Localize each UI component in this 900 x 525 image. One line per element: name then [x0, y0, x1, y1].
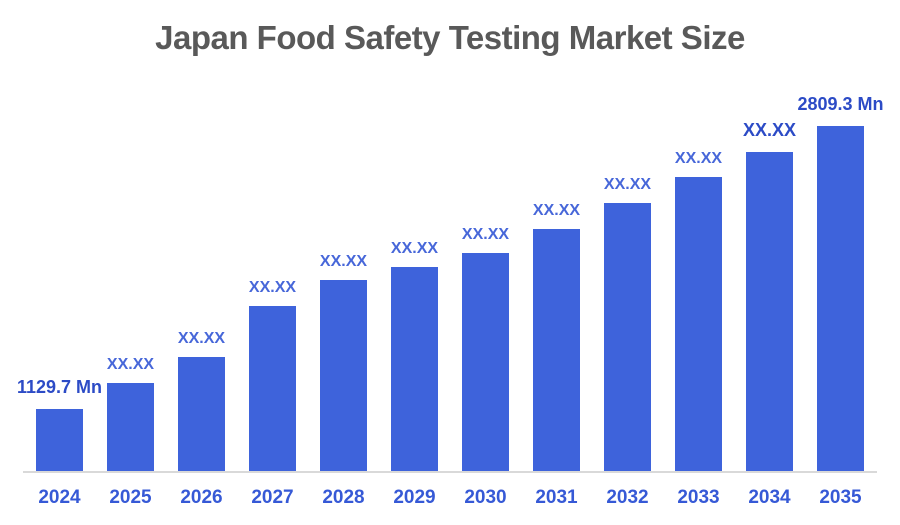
bar-2033: [675, 177, 722, 472]
value-label-2031: XX.XX: [532, 202, 581, 219]
bar-2027: [249, 306, 296, 472]
value-label-2030: XX.XX: [461, 226, 510, 243]
bar-2031: [533, 229, 580, 472]
x-axis-tick-2024: 2024: [38, 487, 81, 508]
chart-title: Japan Food Safety Testing Market Size: [155, 19, 745, 56]
x-axis-tick-2032: 2032: [606, 487, 649, 508]
bar-2024: [36, 409, 83, 472]
x-axis-tick-2030: 2030: [464, 487, 507, 508]
x-axis-tick-2029: 2029: [393, 487, 436, 508]
bar-2026: [178, 357, 225, 472]
value-label-2028: XX.XX: [319, 253, 368, 270]
x-axis-tick-2025: 2025: [109, 487, 152, 508]
x-axis-tick-2031: 2031: [535, 487, 578, 508]
x-axis-tick-2027: 2027: [251, 487, 294, 508]
x-axis-line: [23, 471, 877, 473]
value-label-2026: XX.XX: [177, 330, 226, 347]
x-axis-tick-2028: 2028: [322, 487, 365, 508]
bar-2032: [604, 203, 651, 472]
value-label-2033: XX.XX: [674, 150, 723, 167]
value-label-2027: XX.XX: [248, 279, 297, 296]
x-axis-tick-2035: 2035: [819, 487, 862, 508]
value-label-2032: XX.XX: [603, 176, 652, 193]
x-axis-tick-2034: 2034: [748, 487, 791, 508]
value-label-2034: XX.XX: [742, 120, 797, 140]
value-label-2029: XX.XX: [390, 240, 439, 257]
bar-2034: [746, 152, 793, 472]
bar-2029: [391, 267, 438, 472]
value-label-2024: 1129.7 Mn: [16, 377, 103, 397]
bar-2030: [462, 253, 509, 472]
bar-2028: [320, 280, 367, 472]
bar-2025: [107, 383, 154, 472]
x-axis-tick-2033: 2033: [677, 487, 720, 508]
bar-2035: [817, 126, 864, 472]
value-label-2035: 2809.3 Mn: [797, 94, 884, 114]
x-axis-tick-2026: 2026: [180, 487, 223, 508]
value-label-2025: XX.XX: [106, 356, 155, 373]
